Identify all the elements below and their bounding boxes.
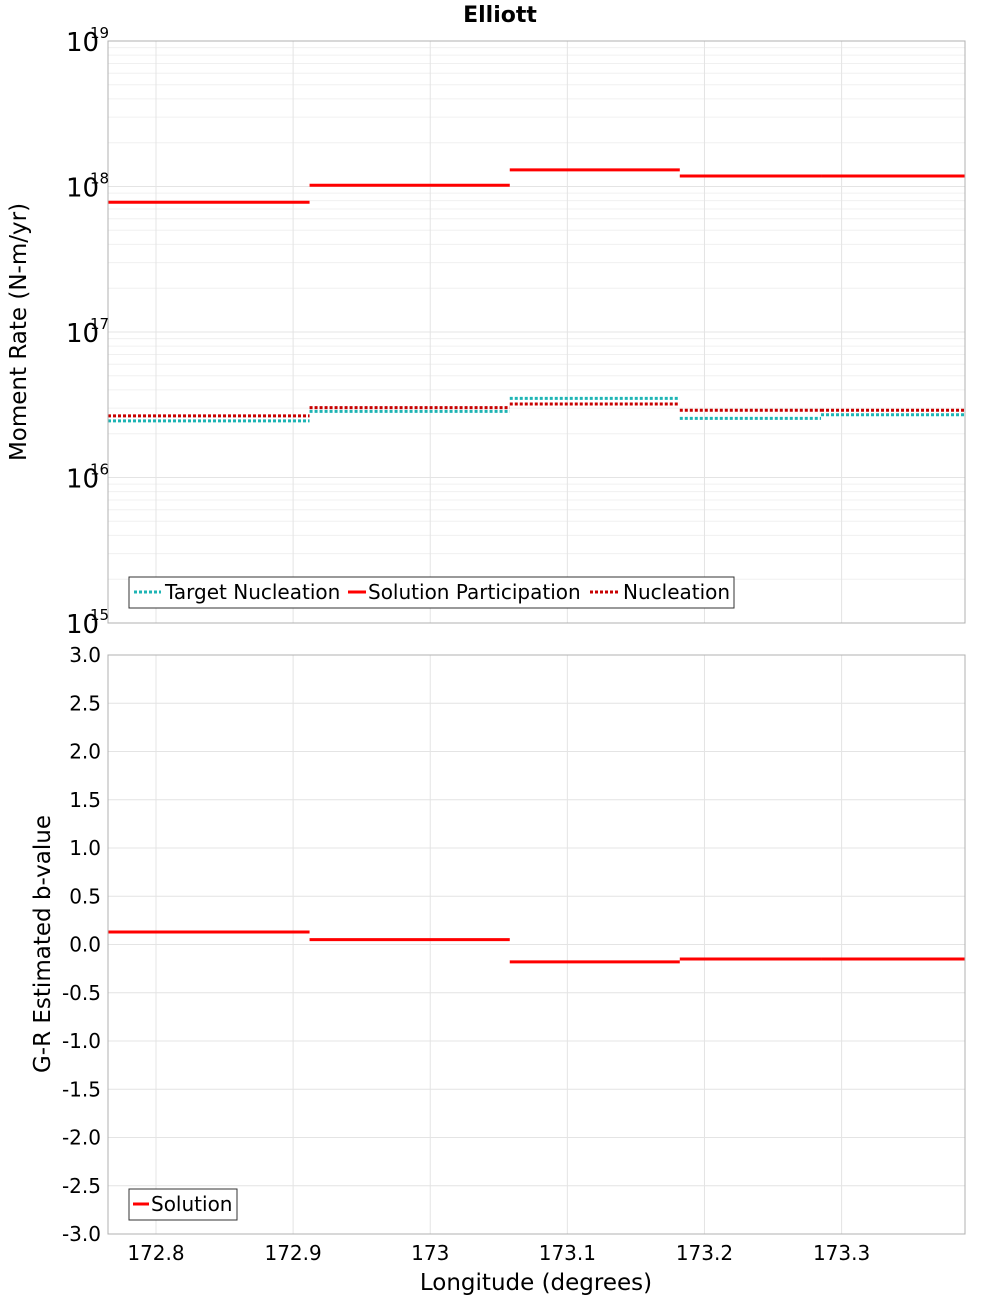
x-tick-label: 173.1: [539, 1241, 596, 1265]
bottom-y-tick-label: 2.0: [69, 740, 101, 764]
bottom-y-tick-label: 0.5: [69, 884, 101, 908]
top-y-tick-exponent: 18: [90, 170, 109, 188]
bottom-y-tick-label: 1.5: [69, 788, 101, 812]
bottom-y-tick-label: 1.0: [69, 836, 101, 860]
x-tick-label: 173: [411, 1241, 449, 1265]
bottom-y-tick-label: -2.0: [62, 1126, 101, 1150]
top-y-tick-label: 10: [66, 28, 99, 58]
top-y-tick-exponent: 19: [90, 24, 109, 42]
top-y-tick-label: 10: [66, 174, 99, 204]
bottom-plot-series: [108, 930, 965, 964]
top-y-tick-exponent: 15: [90, 606, 109, 624]
bottom-y-tick-label: -1.0: [62, 1029, 101, 1053]
x-tick-label: 173.2: [676, 1241, 733, 1265]
top-legend-box: [128, 576, 735, 609]
bottom-y-tick-label: -3.0: [62, 1222, 101, 1246]
x-tick-label: 172.9: [264, 1241, 321, 1265]
chart-title: Elliott: [463, 3, 537, 28]
legend-label-solution: Solution: [151, 1192, 232, 1216]
top-y-tick-label: 10: [66, 465, 99, 495]
bottom-y-tick-label: -0.5: [62, 981, 101, 1005]
bottom-y-tick-label: 0.0: [69, 933, 101, 957]
top-y-axis-label: Moment Rate (N-m/yr): [6, 203, 32, 461]
top-y-tick-label: 10: [66, 610, 99, 640]
x-tick-label: 173.3: [813, 1241, 870, 1265]
bottom-y-tick-label: -2.5: [62, 1174, 101, 1198]
bottom-y-tick-labels: 3.0 2.5 2.0 1.5 1.0 0.5 0.0 -0.5 -1.0 -1.5 -2.0 -2.…: [62, 643, 101, 1246]
top-plot-series: [108, 168, 965, 423]
top-plot-grid: [108, 40, 965, 624]
bottom-plot-frame: [107, 654, 966, 1235]
bottom-y-tick-label: 2.5: [69, 691, 101, 715]
top-y-tick-exponent: 17: [90, 315, 109, 333]
x-tick-label: 172.8: [127, 1241, 184, 1265]
top-plot-frame: [107, 40, 966, 624]
top-y-tick-label: 10: [66, 319, 99, 349]
x-axis-label: Longitude (degrees): [420, 1270, 652, 1296]
bottom-y-tick-label: -1.5: [62, 1077, 101, 1101]
bottom-legend-box: [128, 1188, 238, 1221]
top-legend: Target Nucleation Solution Participation…: [128, 576, 735, 609]
legend-label-target-nucleation: Target Nucleation: [164, 580, 340, 604]
top-y-tick-exponent: 16: [90, 461, 109, 479]
bottom-y-tick-label: 3.0: [69, 643, 101, 667]
bottom-y-axis-label: G-R Estimated b-value: [30, 815, 56, 1073]
legend-label-solution-participation: Solution Participation: [368, 580, 581, 604]
bottom-legend: Solution: [128, 1188, 238, 1221]
bottom-plot-grid: [108, 654, 965, 1235]
legend-label-nucleation: Nucleation: [623, 580, 730, 604]
x-tick-labels: 172.8 172.9 173 173.1 173.2 173.3: [127, 1241, 870, 1265]
